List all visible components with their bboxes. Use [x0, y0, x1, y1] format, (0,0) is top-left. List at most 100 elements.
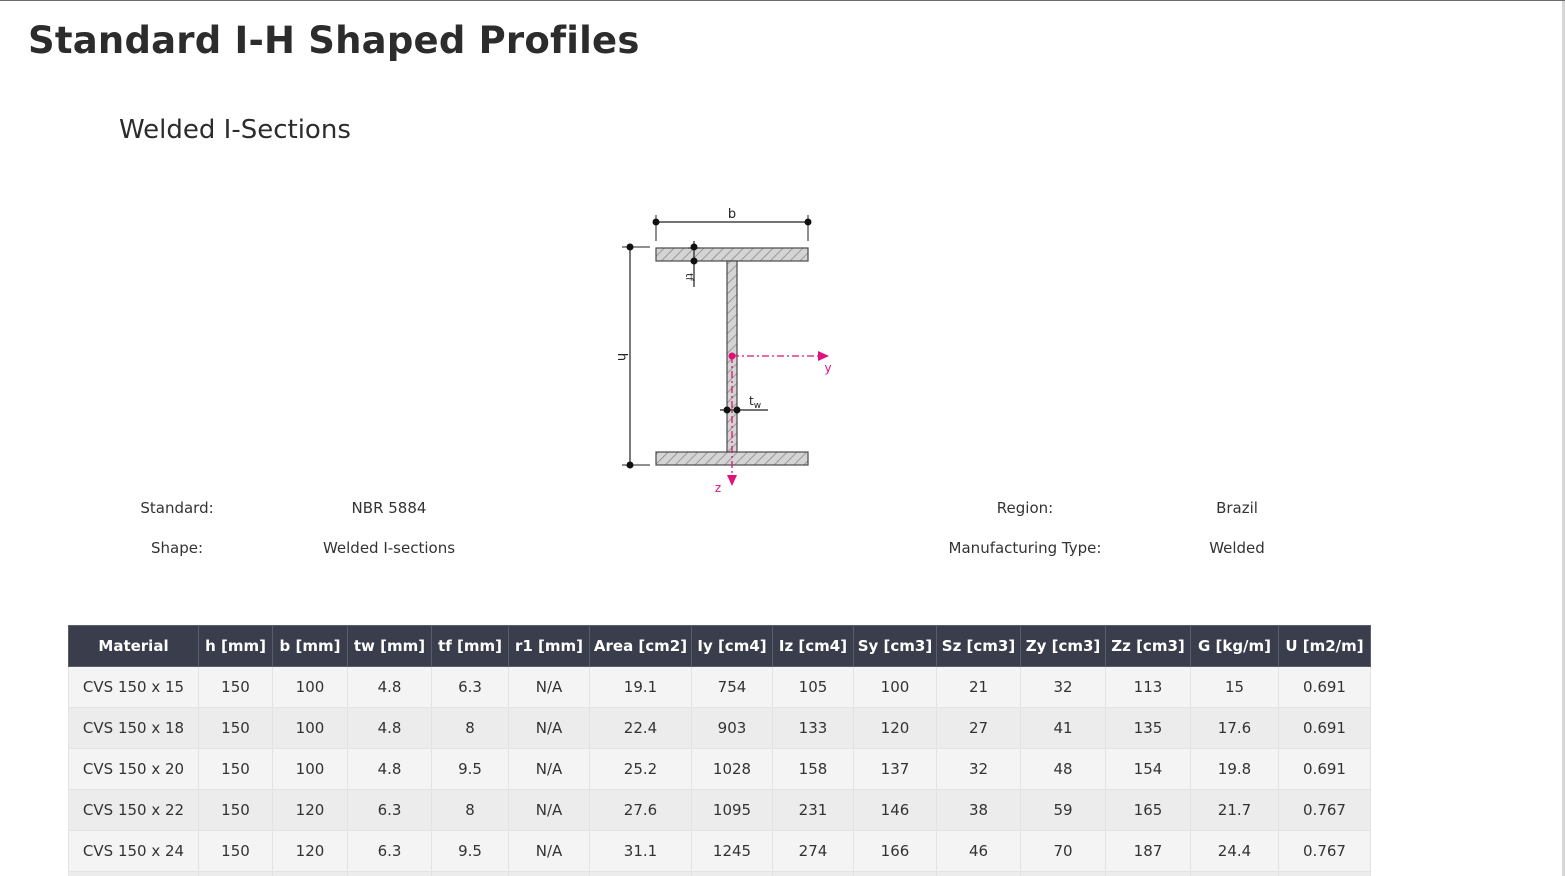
i-section-diagram: b h tf tw y	[614, 207, 832, 495]
table-cell: N/A	[508, 830, 590, 872]
table-row[interactable]	[68, 871, 1371, 876]
col-header-sy[interactable]: Sy [cm3]	[853, 625, 937, 667]
col-header-tf[interactable]: tf [mm]	[431, 625, 509, 667]
manufacturing-type-label: Manufacturing Type:	[948, 539, 1102, 557]
shape-value: Welded I-sections	[322, 539, 456, 557]
table-cell: 4.8	[347, 707, 432, 749]
col-header-iz[interactable]: Iz [cm4]	[772, 625, 854, 667]
table-cell: 187	[1105, 830, 1191, 872]
table-cell: 32	[936, 748, 1021, 790]
table-cell: 17.6	[1190, 707, 1279, 749]
col-header-tw[interactable]: tw [mm]	[347, 625, 432, 667]
table-cell	[347, 871, 432, 876]
col-header-b[interactable]: b [mm]	[272, 625, 348, 667]
label-z: z	[715, 481, 721, 495]
col-header-iy[interactable]: Iy [cm4]	[691, 625, 773, 667]
table-cell: 31.1	[589, 830, 692, 872]
table-cell	[1190, 871, 1279, 876]
table-cell: 38	[936, 789, 1021, 831]
dimension-tw	[720, 406, 768, 414]
table-cell: 903	[691, 707, 773, 749]
table-cell: 9.5	[431, 748, 509, 790]
table-cell: 146	[853, 789, 937, 831]
table-cell: 1028	[691, 748, 773, 790]
shape-label: Shape:	[150, 539, 204, 557]
table-cell: N/A	[508, 707, 590, 749]
table-cell: 150	[198, 666, 273, 708]
table-cell	[431, 871, 509, 876]
table-row[interactable]: CVS 150 x 22 150 120 6.3 8 N/A 27.6 1095 231 146 3…	[68, 789, 1371, 831]
label-tf: tf	[683, 273, 694, 281]
table-cell: 100	[272, 666, 348, 708]
table-cell: 100	[272, 707, 348, 749]
table-cell	[1278, 871, 1371, 876]
col-header-material[interactable]: Material	[68, 625, 199, 667]
table-cell: 6.3	[347, 789, 432, 831]
table-cell: 15	[1190, 666, 1279, 708]
table-cell: 0.691	[1278, 748, 1371, 790]
table-row[interactable]: CVS 150 x 20 150 100 4.8 9.5 N/A 25.2 1028 158 13…	[68, 748, 1371, 790]
label-y: y	[824, 361, 831, 375]
table-cell: 59	[1020, 789, 1106, 831]
table-header-row: Material h [mm] b [mm] tw [mm] tf [mm] r…	[68, 625, 1371, 667]
table-row[interactable]: CVS 150 x 24 150 120 6.3 9.5 N/A 31.1 1245 274 16…	[68, 830, 1371, 872]
col-header-u[interactable]: U [m2/m]	[1278, 625, 1371, 667]
table-cell: 120	[853, 707, 937, 749]
table-cell: CVS 150 x 20	[68, 748, 199, 790]
table-cell	[68, 871, 199, 876]
table-cell: 22.4	[589, 707, 692, 749]
table-cell: 27	[936, 707, 1021, 749]
table-cell: CVS 150 x 15	[68, 666, 199, 708]
table-cell: 8	[431, 789, 509, 831]
col-header-r1[interactable]: r1 [mm]	[508, 625, 590, 667]
label-b: b	[728, 207, 736, 222]
table-cell: 32	[1020, 666, 1106, 708]
section-title: Welded I-Sections	[119, 115, 351, 145]
col-header-zz[interactable]: Zz [cm3]	[1105, 625, 1191, 667]
table-cell: 113	[1105, 666, 1191, 708]
y-axis	[728, 351, 829, 361]
table-cell: 4.8	[347, 666, 432, 708]
dimension-h	[622, 243, 650, 469]
table-cell: 133	[772, 707, 854, 749]
col-header-zy[interactable]: Zy [cm3]	[1020, 625, 1106, 667]
table-cell: 135	[1105, 707, 1191, 749]
table-cell: 754	[691, 666, 773, 708]
table-cell	[772, 871, 854, 876]
table-cell	[198, 871, 273, 876]
manufacturing-type-value: Welded	[1209, 539, 1265, 557]
table-cell: 21.7	[1190, 789, 1279, 831]
table-cell: 48	[1020, 748, 1106, 790]
table-cell: 137	[853, 748, 937, 790]
table-row[interactable]: CVS 150 x 18 150 100 4.8 8 N/A 22.4 903 133 120 27…	[68, 707, 1371, 749]
table-cell: 19.8	[1190, 748, 1279, 790]
col-header-h[interactable]: h [mm]	[198, 625, 273, 667]
region-label: Region:	[996, 499, 1054, 517]
table-row[interactable]: CVS 150 x 15 150 100 4.8 6.3 N/A 19.1 754 105 100…	[68, 666, 1371, 708]
table-cell	[853, 871, 937, 876]
col-header-g[interactable]: G [kg/m]	[1190, 625, 1279, 667]
col-header-area[interactable]: Area [cm2]	[589, 625, 692, 667]
table-cell: 154	[1105, 748, 1191, 790]
table-cell: CVS 150 x 18	[68, 707, 199, 749]
dimension-b	[652, 215, 812, 241]
table-cell: 4.8	[347, 748, 432, 790]
table-cell: 0.767	[1278, 830, 1371, 872]
table-cell: CVS 150 x 24	[68, 830, 199, 872]
col-header-sz[interactable]: Sz [cm3]	[936, 625, 1021, 667]
table-cell: 6.3	[431, 666, 509, 708]
table-cell: 19.1	[589, 666, 692, 708]
table-cell	[1020, 871, 1106, 876]
table-cell: 100	[853, 666, 937, 708]
table-cell: N/A	[508, 789, 590, 831]
scrollbar[interactable]	[1562, 1, 1565, 876]
table-cell: 158	[772, 748, 854, 790]
table-cell: 166	[853, 830, 937, 872]
table-cell: 46	[936, 830, 1021, 872]
table-cell: 1095	[691, 789, 773, 831]
table-cell	[272, 871, 348, 876]
table-cell	[936, 871, 1021, 876]
table-cell: 120	[272, 789, 348, 831]
table-cell: 165	[1105, 789, 1191, 831]
table-cell: 70	[1020, 830, 1106, 872]
